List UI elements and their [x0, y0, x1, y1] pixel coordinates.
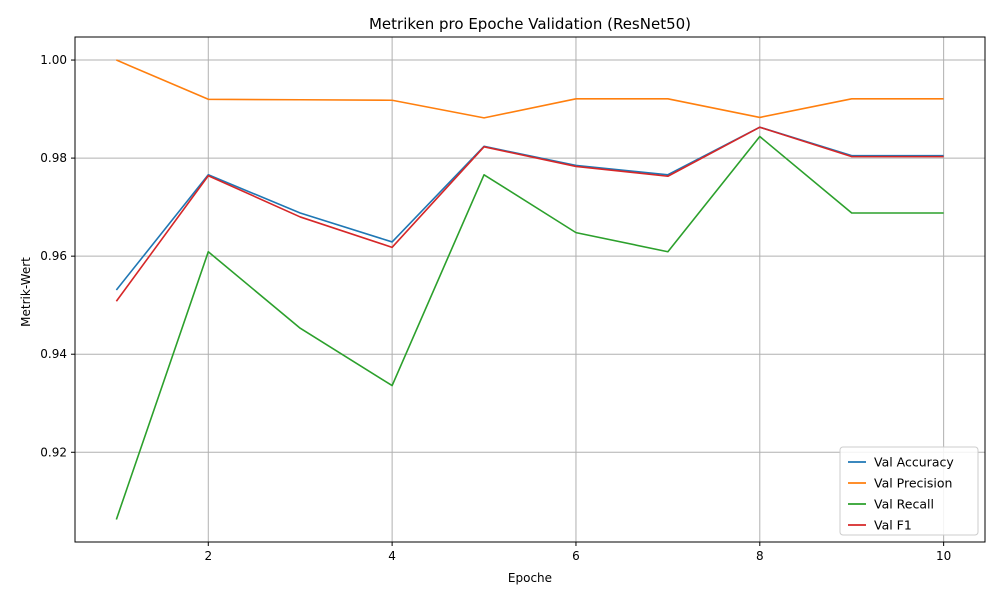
series-layer [115, 59, 944, 520]
y-tick-label: 1.00 [40, 53, 67, 67]
y-axis-label: Metrik-Wert [19, 257, 33, 327]
legend-label: Val Precision [874, 476, 952, 491]
plot-area [74, 36, 986, 543]
legend-label: Val Recall [874, 497, 934, 512]
x-tick-label: 2 [204, 549, 212, 563]
legend-label: Val Accuracy [874, 455, 954, 470]
x-axis-label: Epoche [508, 571, 552, 585]
x-tick-label: 6 [572, 549, 580, 563]
series-line-val-accuracy [115, 126, 944, 291]
legend: Val Accuracy Val Precision Val Recall Val F… [839, 446, 979, 536]
series-line-val-recall [115, 135, 944, 520]
y-axis: 0.92 0.94 0.96 0.98 1.00 [40, 53, 75, 459]
legend-box [839, 446, 979, 536]
x-axis: 2 4 6 8 10 [204, 542, 951, 563]
x-tick-label: 8 [756, 549, 764, 563]
chart-title: Metriken pro Epoche Validation (ResNet50… [369, 15, 691, 33]
y-tick-label: 0.94 [40, 347, 67, 361]
legend-label: Val F1 [874, 518, 912, 533]
grid [75, 37, 985, 542]
y-tick-label: 0.92 [40, 445, 67, 459]
x-tick-label: 4 [388, 549, 396, 563]
y-tick-label: 0.96 [40, 249, 67, 263]
y-tick-label: 0.98 [40, 151, 67, 165]
x-tick-label: 10 [936, 549, 951, 563]
series-line-val-precision [116, 59, 944, 119]
series-line-val-f1 [115, 126, 944, 302]
